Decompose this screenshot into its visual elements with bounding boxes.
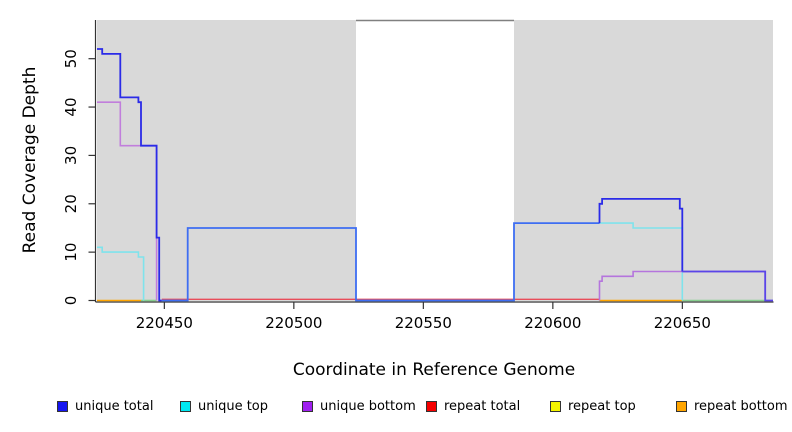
series-line: [682, 270, 773, 302]
x-tick-label: 220600: [524, 314, 581, 332]
legend-item-unique-top: unique top: [180, 399, 268, 414]
y-tick-label: 50: [62, 49, 80, 68]
legend-swatch-repeat-bottom: [676, 401, 687, 412]
legend-swatch-unique-total: [57, 401, 68, 412]
series-line: [161, 222, 600, 302]
chart-canvas: 220450 220500 220550 220600 220650 0 10 20 30 40 5…: [62, 19, 774, 332]
legend-label: unique bottom: [320, 399, 416, 414]
x-tick-label: 220500: [265, 314, 322, 332]
x-tick-label: 220450: [136, 314, 193, 332]
legend-label: repeat bottom: [694, 399, 788, 414]
y-tick-label: 30: [62, 146, 80, 165]
y-tick-label: 10: [62, 243, 80, 262]
x-tick-label: 220550: [395, 314, 452, 332]
shaded-region: [97, 20, 357, 301]
shaded-region: [513, 20, 773, 301]
legend-swatch-repeat-top: [550, 401, 561, 412]
y-axis-title: Read Coverage Depth: [20, 66, 40, 254]
legend-label: unique total: [75, 399, 154, 414]
legend-swatch-repeat-total: [426, 401, 437, 412]
legend-item-repeat-top: repeat top: [550, 399, 636, 414]
legend-swatch-unique-bottom: [302, 401, 313, 412]
legend-swatch-unique-top: [180, 401, 191, 412]
series-line: [97, 246, 145, 301]
legend-label: unique top: [198, 399, 269, 414]
legend-label: repeat total: [444, 399, 521, 414]
legend-label: repeat top: [568, 399, 636, 414]
x-axis-title: Coordinate in Reference Genome: [292, 360, 576, 380]
y-tick-label: 20: [62, 194, 80, 213]
legend-item-repeat-total: repeat total: [426, 399, 520, 414]
series-line: [97, 48, 162, 302]
legend-item-unique-bottom: unique bottom: [302, 399, 416, 414]
y-tick-label: 0: [62, 296, 80, 306]
legend-item-repeat-bottom: repeat bottom: [676, 399, 788, 414]
legend-item-unique-total: unique total: [57, 399, 153, 414]
series-line: [598, 197, 684, 272]
x-tick-label: 220650: [654, 314, 711, 332]
y-tick-label: 40: [62, 98, 80, 117]
